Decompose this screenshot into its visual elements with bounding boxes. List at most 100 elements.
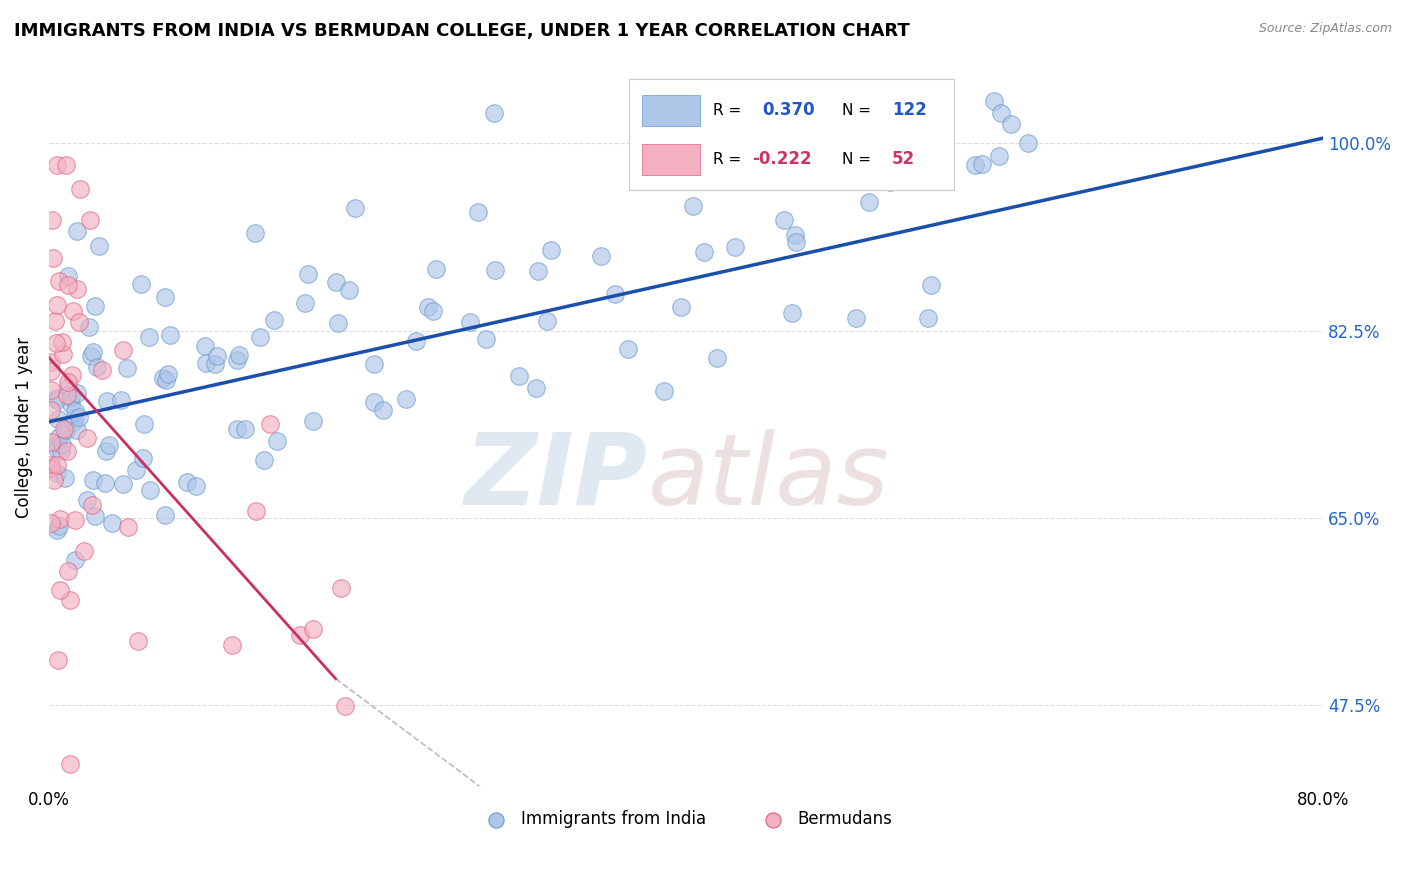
Point [49,512,72,526]
Point [416,300,439,314]
Point [157,368,180,382]
Point [45,437,67,451]
Point [682,199,704,213]
Point [127,634,149,648]
Point [110,392,132,407]
Point [59,757,82,772]
Point [94,475,117,490]
Point [49,443,72,458]
Point [59,397,82,411]
Point [159,327,181,342]
Point [41,213,63,227]
Point [53,471,76,485]
Point [301,622,323,636]
Point [785,235,807,249]
Point [527,263,550,277]
Point [297,267,319,281]
Text: Source: ZipAtlas.com: Source: ZipAtlas.com [1258,22,1392,36]
Point [63,513,86,527]
Point [45,336,67,351]
Point [90,363,112,377]
Point [82,498,104,512]
Point [84,299,107,313]
Y-axis label: College, Under 1 year: College, Under 1 year [15,336,32,517]
Point [45,298,67,312]
Point [259,417,281,431]
Point [39,355,62,369]
Point [484,263,506,277]
Point [155,508,177,522]
Point [343,201,366,215]
Legend: Immigrants from India, Bermudans: Immigrants from India, Bermudans [472,804,900,835]
Point [858,195,880,210]
Point [59,391,82,405]
Point [138,330,160,344]
Point [249,330,271,344]
Point [524,381,547,395]
Point [62,304,84,318]
Point [56,278,79,293]
Point [58,268,80,283]
Point [194,356,217,370]
Point [79,213,101,227]
Point [39,364,62,378]
Point [706,351,728,365]
Point [76,431,98,445]
Point [60,368,83,382]
Point [132,417,155,431]
Point [983,94,1005,108]
Point [920,169,942,183]
Point [45,442,67,457]
Point [883,135,905,149]
Point [42,473,65,487]
Point [204,357,226,371]
Point [52,422,75,436]
Point [73,544,96,558]
Point [176,475,198,489]
Point [536,314,558,328]
Point [965,158,987,172]
Point [990,105,1012,120]
Point [617,342,640,356]
Point [970,157,993,171]
Point [363,395,385,409]
Point [51,334,73,349]
Point [56,380,79,394]
Point [66,224,89,238]
Point [422,303,444,318]
Point [226,353,249,368]
Point [591,249,613,263]
Point [329,582,352,596]
Point [226,421,249,435]
Point [63,552,86,566]
Point [294,295,316,310]
Point [51,437,73,451]
Point [458,315,481,329]
Point [48,274,70,288]
Point [115,361,138,376]
Point [131,451,153,466]
Point [288,628,311,642]
Point [125,463,148,477]
Text: ZIP: ZIP [465,429,648,526]
Point [782,306,804,320]
Point [337,283,360,297]
Point [184,479,207,493]
Point [540,243,562,257]
Point [39,434,62,449]
Point [45,458,67,472]
Point [425,261,447,276]
Point [920,277,942,292]
Point [94,444,117,458]
Point [890,135,912,149]
Point [1000,117,1022,131]
Point [55,158,77,172]
Point [48,582,70,597]
Point [44,313,66,327]
Point [96,393,118,408]
Point [45,466,67,480]
Point [245,504,267,518]
Point [475,332,498,346]
Text: atlas: atlas [648,429,890,526]
Point [845,310,868,325]
